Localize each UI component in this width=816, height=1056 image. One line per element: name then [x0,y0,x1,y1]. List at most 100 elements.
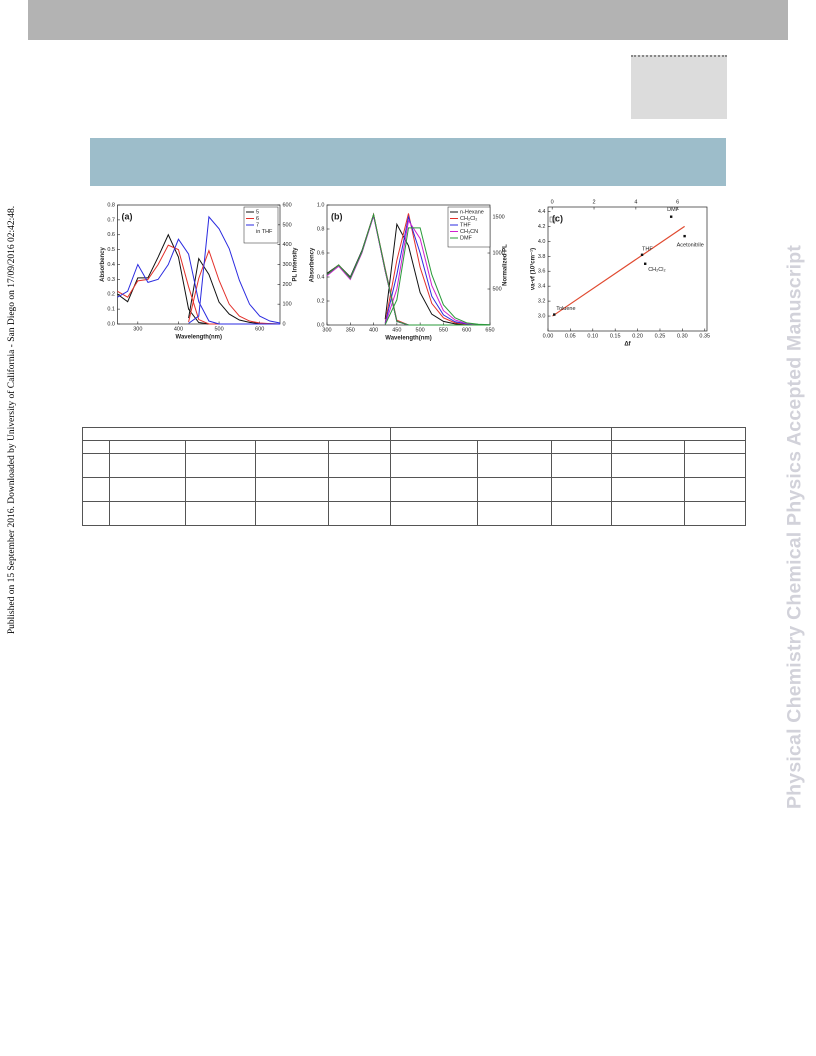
x-tick-label: 0.15 [610,333,621,339]
x2-tick-label: 4 [634,199,637,205]
y-tick-label: 3.6 [538,269,546,275]
y2-tick-label: 0 [283,321,286,327]
table [82,427,746,526]
legend-label: CH₃CN [460,229,478,235]
y-tick-label: 0.3 [107,277,115,283]
x-tick-label: 0.35 [699,333,710,339]
x-tick-label: 400 [369,327,378,333]
y2-tick-label: 500 [283,222,292,228]
y2-tick-label: 1000 [493,250,505,256]
panel-label: (c) [552,213,563,223]
y-tick-label: 0.6 [107,232,115,238]
y2-axis-label: PL Intensity [293,247,299,282]
y2-axis-label: Normalized PL [503,244,509,286]
title-band [90,138,726,186]
y2-tick-label: 500 [493,286,502,292]
y-axis-label: Absorbency [310,247,316,282]
x-tick-label: 300 [322,327,331,333]
y2-tick-label: 300 [283,262,292,268]
x-tick-label: 650 [485,327,494,333]
fit-line [552,225,685,317]
x-tick-label: 500 [214,326,223,332]
y-tick-label: 4.4 [538,209,546,215]
legend-label: CH₂Cl₂ [460,216,477,222]
journal-logo [631,55,727,119]
x-tick-label: 0.25 [655,333,666,339]
pl-line [188,215,281,324]
legend-label: 5 [256,209,259,215]
y-tick-label: 0.5 [107,247,115,253]
y-tick-label: 0.0 [317,322,325,328]
x-tick-label: 0.00 [543,333,554,339]
y-tick-label: 3.0 [538,314,546,320]
data-point [669,215,673,218]
x2-tick-label: 6 [676,199,679,205]
y-tick-label: 0.4 [107,262,115,268]
y-tick-label: 3.8 [538,254,546,260]
x-tick-label: 550 [439,327,448,333]
x2-tick-label: 2 [592,199,595,205]
legend-label: THF [460,222,471,228]
y2-tick-label: 400 [283,242,292,248]
panel-label: (a) [122,211,133,221]
inset-marker [549,216,556,223]
x-axis-label: Wavelength(nm) [176,335,222,341]
legend-label: 7 [256,222,259,228]
absorption-line [117,238,280,325]
y2-tick-label: 600 [283,202,292,208]
y-tick-label: 0.1 [107,307,115,313]
x-tick-label: 0.20 [632,333,643,339]
y-tick-label: 3.4 [538,284,546,290]
y-tick-label: 4.0 [538,239,546,245]
y-axis-label: Absorbency [100,247,106,282]
x-tick-label: 0.10 [587,333,598,339]
x-axis-label: Δf [624,342,631,348]
x-tick-label: 600 [462,327,471,333]
legend-note: in THF [256,229,273,235]
y-tick-label: 0.6 [317,250,325,256]
x-tick-label: 0.05 [565,333,576,339]
point-label: CH₂Cl₂ [648,267,665,273]
legend-box [447,206,491,248]
y-tick-label: 0.8 [107,202,115,208]
point-label: THF [642,246,653,252]
legend-label: 6 [256,216,259,222]
y-axis-label: νa-νf (10³cm⁻¹) [530,248,537,290]
data-point [553,313,556,316]
y-tick-label: 0.4 [317,274,325,280]
x-tick-label: 600 [255,326,264,332]
data-point [640,253,644,257]
y-tick-label: 0.8 [317,226,325,232]
y-tick-label: 0.0 [107,321,115,327]
y-tick-label: 0.7 [107,217,115,223]
y2-tick-label: 1500 [493,214,505,220]
x-tick-label: 400 [174,326,183,332]
plot-frame [547,206,708,332]
absorption-line [326,212,490,326]
x2-tick-label: 0 [551,199,554,205]
point-label: Acetonitrile [677,243,704,249]
x-tick-label: 500 [416,327,425,333]
pl-line [384,227,491,326]
x-tick-label: 300 [133,326,142,332]
y-tick-label: 3.2 [538,299,546,305]
x-tick-label: 450 [392,327,401,333]
y2-tick-label: 200 [283,282,292,288]
point-label: DMF [667,207,680,213]
x-tick-label: 350 [346,327,355,333]
y-tick-label: 0.2 [317,298,325,304]
y2-tick-label: 100 [283,302,292,308]
y-tick-label: 1.0 [317,202,325,208]
data-point [643,262,647,265]
x-axis-label: Wavelength(nm) [385,336,431,342]
legend-label: DMF [460,235,473,241]
pl-line [188,249,281,325]
legend-label: n-Hexane [460,209,484,215]
y-tick-label: 0.2 [107,292,115,298]
x-tick-label: 0.30 [677,333,688,339]
header-bar [28,0,788,40]
y-tick-label: 4.2 [538,224,546,230]
point-label: Toluene [556,306,575,312]
data-point [683,234,686,238]
